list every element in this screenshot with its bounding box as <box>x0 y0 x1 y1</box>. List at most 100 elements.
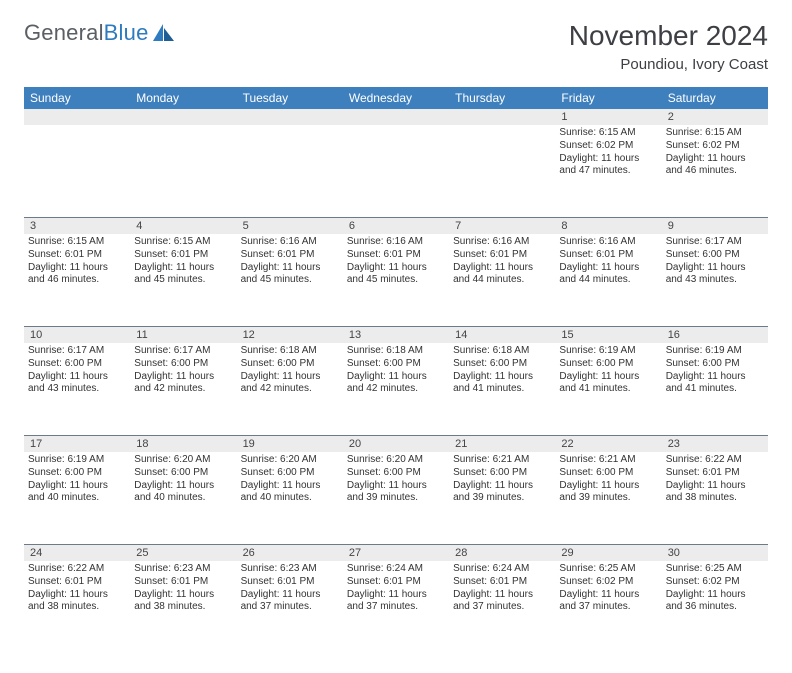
sunset-text: Sunset: 6:01 PM <box>347 576 445 589</box>
day-cell: Sunrise: 6:15 AMSunset: 6:01 PMDaylight:… <box>130 234 236 327</box>
day2-text: and 38 minutes. <box>666 492 764 505</box>
day-number: 24 <box>24 545 130 562</box>
sunset-text: Sunset: 6:00 PM <box>134 358 232 371</box>
day2-text: and 38 minutes. <box>28 601 126 614</box>
day-cell: Sunrise: 6:23 AMSunset: 6:01 PMDaylight:… <box>130 561 236 653</box>
day1-text: Daylight: 11 hours <box>559 153 657 166</box>
day-cell: Sunrise: 6:17 AMSunset: 6:00 PMDaylight:… <box>130 343 236 436</box>
day-cell: Sunrise: 6:25 AMSunset: 6:02 PMDaylight:… <box>555 561 661 653</box>
day1-text: Daylight: 11 hours <box>347 371 445 384</box>
day1-text: Daylight: 11 hours <box>241 589 339 602</box>
day-details: Sunrise: 6:24 AMSunset: 6:01 PMDaylight:… <box>453 561 551 614</box>
day-number: 28 <box>449 545 555 562</box>
day-number-row: 12 <box>24 109 768 125</box>
day-cell: Sunrise: 6:21 AMSunset: 6:00 PMDaylight:… <box>449 452 555 545</box>
day-details: Sunrise: 6:17 AMSunset: 6:00 PMDaylight:… <box>666 234 764 287</box>
day2-text: and 43 minutes. <box>28 383 126 396</box>
day-details: Sunrise: 6:24 AMSunset: 6:01 PMDaylight:… <box>347 561 445 614</box>
sunrise-text: Sunrise: 6:25 AM <box>559 563 657 576</box>
day-number: 21 <box>449 436 555 453</box>
day-details: Sunrise: 6:21 AMSunset: 6:00 PMDaylight:… <box>453 452 551 505</box>
day1-text: Daylight: 11 hours <box>453 480 551 493</box>
day1-text: Daylight: 11 hours <box>347 262 445 275</box>
sunset-text: Sunset: 6:00 PM <box>241 467 339 480</box>
day-number-row: 17181920212223 <box>24 436 768 453</box>
day2-text: and 44 minutes. <box>559 274 657 287</box>
calendar-table: Sunday Monday Tuesday Wednesday Thursday… <box>24 87 768 653</box>
sunrise-text: Sunrise: 6:15 AM <box>559 127 657 140</box>
day2-text: and 40 minutes. <box>241 492 339 505</box>
day2-text: and 46 minutes. <box>666 165 764 178</box>
sunrise-text: Sunrise: 6:16 AM <box>347 236 445 249</box>
sunrise-text: Sunrise: 6:23 AM <box>241 563 339 576</box>
day-number: 13 <box>343 327 449 344</box>
day-number: 7 <box>449 218 555 235</box>
header: GeneralBlue November 2024 Poundiou, Ivor… <box>24 20 768 73</box>
day1-text: Daylight: 11 hours <box>134 589 232 602</box>
day-details: Sunrise: 6:22 AMSunset: 6:01 PMDaylight:… <box>28 561 126 614</box>
day-cell: Sunrise: 6:15 AMSunset: 6:02 PMDaylight:… <box>555 125 661 218</box>
day1-text: Daylight: 11 hours <box>453 262 551 275</box>
day-details: Sunrise: 6:16 AMSunset: 6:01 PMDaylight:… <box>241 234 339 287</box>
title-block: November 2024 Poundiou, Ivory Coast <box>569 20 768 73</box>
sunrise-text: Sunrise: 6:24 AM <box>453 563 551 576</box>
sunset-text: Sunset: 6:01 PM <box>28 249 126 262</box>
day-cell: Sunrise: 6:19 AMSunset: 6:00 PMDaylight:… <box>24 452 130 545</box>
day-number <box>449 109 555 125</box>
sunrise-text: Sunrise: 6:24 AM <box>347 563 445 576</box>
sunset-text: Sunset: 6:00 PM <box>559 467 657 480</box>
day-cell: Sunrise: 6:25 AMSunset: 6:02 PMDaylight:… <box>662 561 768 653</box>
day-number-row: 10111213141516 <box>24 327 768 344</box>
day-details: Sunrise: 6:17 AMSunset: 6:00 PMDaylight:… <box>134 343 232 396</box>
day2-text: and 41 minutes. <box>453 383 551 396</box>
day1-text: Daylight: 11 hours <box>666 371 764 384</box>
day1-text: Daylight: 11 hours <box>28 589 126 602</box>
brand-part2: Blue <box>104 20 149 46</box>
day2-text: and 45 minutes. <box>241 274 339 287</box>
day-cell: Sunrise: 6:16 AMSunset: 6:01 PMDaylight:… <box>343 234 449 327</box>
sunrise-text: Sunrise: 6:22 AM <box>28 563 126 576</box>
day-number: 3 <box>24 218 130 235</box>
day2-text: and 44 minutes. <box>453 274 551 287</box>
day1-text: Daylight: 11 hours <box>347 480 445 493</box>
sunset-text: Sunset: 6:00 PM <box>347 358 445 371</box>
day-details: Sunrise: 6:15 AMSunset: 6:02 PMDaylight:… <box>666 125 764 178</box>
day-number: 29 <box>555 545 661 562</box>
day-number: 17 <box>24 436 130 453</box>
day-number: 19 <box>237 436 343 453</box>
day1-text: Daylight: 11 hours <box>347 589 445 602</box>
sunrise-text: Sunrise: 6:15 AM <box>134 236 232 249</box>
day-cell: Sunrise: 6:17 AMSunset: 6:00 PMDaylight:… <box>662 234 768 327</box>
day-cell: Sunrise: 6:20 AMSunset: 6:00 PMDaylight:… <box>237 452 343 545</box>
sunrise-text: Sunrise: 6:18 AM <box>241 345 339 358</box>
day-number: 12 <box>237 327 343 344</box>
day-details: Sunrise: 6:18 AMSunset: 6:00 PMDaylight:… <box>241 343 339 396</box>
day-cell: Sunrise: 6:21 AMSunset: 6:00 PMDaylight:… <box>555 452 661 545</box>
sunset-text: Sunset: 6:00 PM <box>134 467 232 480</box>
day-cell: Sunrise: 6:19 AMSunset: 6:00 PMDaylight:… <box>555 343 661 436</box>
day-details: Sunrise: 6:15 AMSunset: 6:01 PMDaylight:… <box>134 234 232 287</box>
day-cell <box>24 125 130 218</box>
day-cell <box>130 125 236 218</box>
sunset-text: Sunset: 6:01 PM <box>241 576 339 589</box>
sunset-text: Sunset: 6:01 PM <box>134 576 232 589</box>
sunrise-text: Sunrise: 6:18 AM <box>453 345 551 358</box>
sunset-text: Sunset: 6:00 PM <box>347 467 445 480</box>
sunrise-text: Sunrise: 6:16 AM <box>559 236 657 249</box>
sunset-text: Sunset: 6:00 PM <box>559 358 657 371</box>
week-row: Sunrise: 6:17 AMSunset: 6:00 PMDaylight:… <box>24 343 768 436</box>
day-cell: Sunrise: 6:24 AMSunset: 6:01 PMDaylight:… <box>343 561 449 653</box>
day-cell: Sunrise: 6:15 AMSunset: 6:01 PMDaylight:… <box>24 234 130 327</box>
weekday-header: Friday <box>555 87 661 109</box>
day-details: Sunrise: 6:19 AMSunset: 6:00 PMDaylight:… <box>559 343 657 396</box>
day2-text: and 41 minutes. <box>666 383 764 396</box>
day2-text: and 37 minutes. <box>559 601 657 614</box>
day-number <box>343 109 449 125</box>
day-number <box>24 109 130 125</box>
sunset-text: Sunset: 6:00 PM <box>453 467 551 480</box>
day-number: 22 <box>555 436 661 453</box>
day-cell: Sunrise: 6:20 AMSunset: 6:00 PMDaylight:… <box>343 452 449 545</box>
day-cell: Sunrise: 6:22 AMSunset: 6:01 PMDaylight:… <box>662 452 768 545</box>
day-cell <box>343 125 449 218</box>
day1-text: Daylight: 11 hours <box>28 480 126 493</box>
